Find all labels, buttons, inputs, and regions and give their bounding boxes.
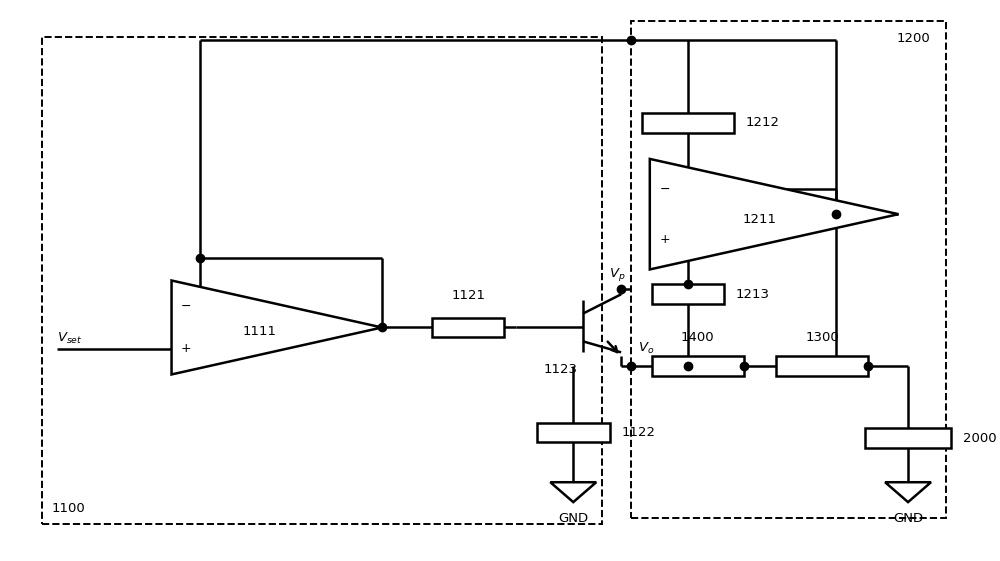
Text: −: − — [181, 300, 192, 313]
Polygon shape — [650, 159, 898, 269]
Text: 1100: 1100 — [52, 503, 86, 516]
Text: $V_p$: $V_p$ — [609, 266, 626, 283]
Text: −: − — [659, 183, 670, 196]
Text: 1200: 1200 — [896, 32, 930, 45]
Text: 1123: 1123 — [544, 364, 578, 376]
Text: 1300: 1300 — [805, 331, 839, 344]
Polygon shape — [885, 482, 931, 502]
Bar — [776, 356, 868, 376]
Text: $V_o$: $V_o$ — [638, 341, 655, 356]
Bar — [537, 422, 610, 443]
Bar — [652, 284, 724, 304]
Polygon shape — [172, 280, 382, 374]
Text: 2000: 2000 — [963, 431, 996, 444]
Text: +: + — [659, 233, 670, 246]
Bar — [432, 318, 504, 337]
Text: GND: GND — [893, 512, 923, 525]
Text: 1213: 1213 — [736, 288, 770, 301]
Text: GND: GND — [558, 512, 588, 525]
Bar — [865, 428, 951, 448]
Bar — [42, 38, 602, 523]
Polygon shape — [550, 482, 596, 502]
Text: 1121: 1121 — [451, 289, 485, 302]
Bar — [631, 21, 946, 518]
Text: 1400: 1400 — [681, 331, 714, 344]
Text: 1111: 1111 — [243, 325, 277, 338]
Bar — [652, 356, 744, 376]
Text: $V_{set}$: $V_{set}$ — [57, 331, 82, 346]
Text: 1212: 1212 — [745, 117, 779, 130]
Bar — [642, 113, 734, 133]
Text: 1211: 1211 — [743, 213, 777, 226]
Text: 1122: 1122 — [621, 426, 655, 439]
Text: +: + — [181, 342, 192, 355]
